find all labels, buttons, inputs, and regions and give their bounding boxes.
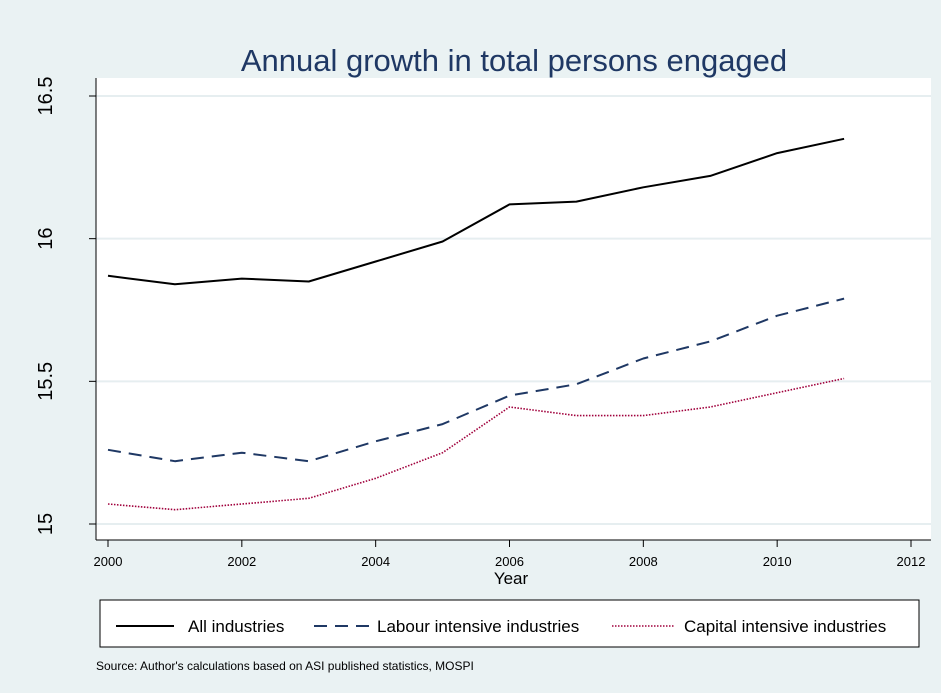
y-tick-label: 16.5 xyxy=(35,77,57,116)
legend-label-0: All industries xyxy=(188,617,284,636)
legend-label-2: Capital intensive industries xyxy=(684,617,886,636)
x-tick-label: 2000 xyxy=(94,554,123,569)
legend-box xyxy=(99,599,920,648)
axes xyxy=(95,78,931,541)
grid-lines xyxy=(96,95,931,525)
x-tick-label: 2012 xyxy=(897,554,926,569)
y-tick-label: 15 xyxy=(35,513,57,535)
series-line-0 xyxy=(107,137,845,286)
plot-area xyxy=(96,78,931,540)
x-axis-label: Year xyxy=(494,569,529,588)
x-tick-label: 2002 xyxy=(227,554,256,569)
source-note: Source: Author's calculations based on A… xyxy=(96,659,474,673)
series-line-1 xyxy=(107,297,845,463)
x-tick-label: 2006 xyxy=(495,554,524,569)
y-axis-ticks: 15 15.5 16 16.5 xyxy=(35,77,96,535)
x-tick-label: 2010 xyxy=(763,554,792,569)
x-axis-ticks: 2000 2002 2004 2006 2008 2010 2012 xyxy=(94,540,926,569)
legend-label-1: Labour intensive industries xyxy=(377,617,579,636)
series-lines xyxy=(107,137,845,511)
series-line-2 xyxy=(107,377,845,511)
y-tick-label: 15.5 xyxy=(35,362,57,401)
chart-title: Annual growth in total persons engaged xyxy=(241,43,787,78)
x-tick-label: 2008 xyxy=(629,554,658,569)
legend: All industries Labour intensive industrie… xyxy=(116,617,886,636)
y-tick-label: 16 xyxy=(35,228,57,250)
x-tick-label: 2004 xyxy=(361,554,390,569)
